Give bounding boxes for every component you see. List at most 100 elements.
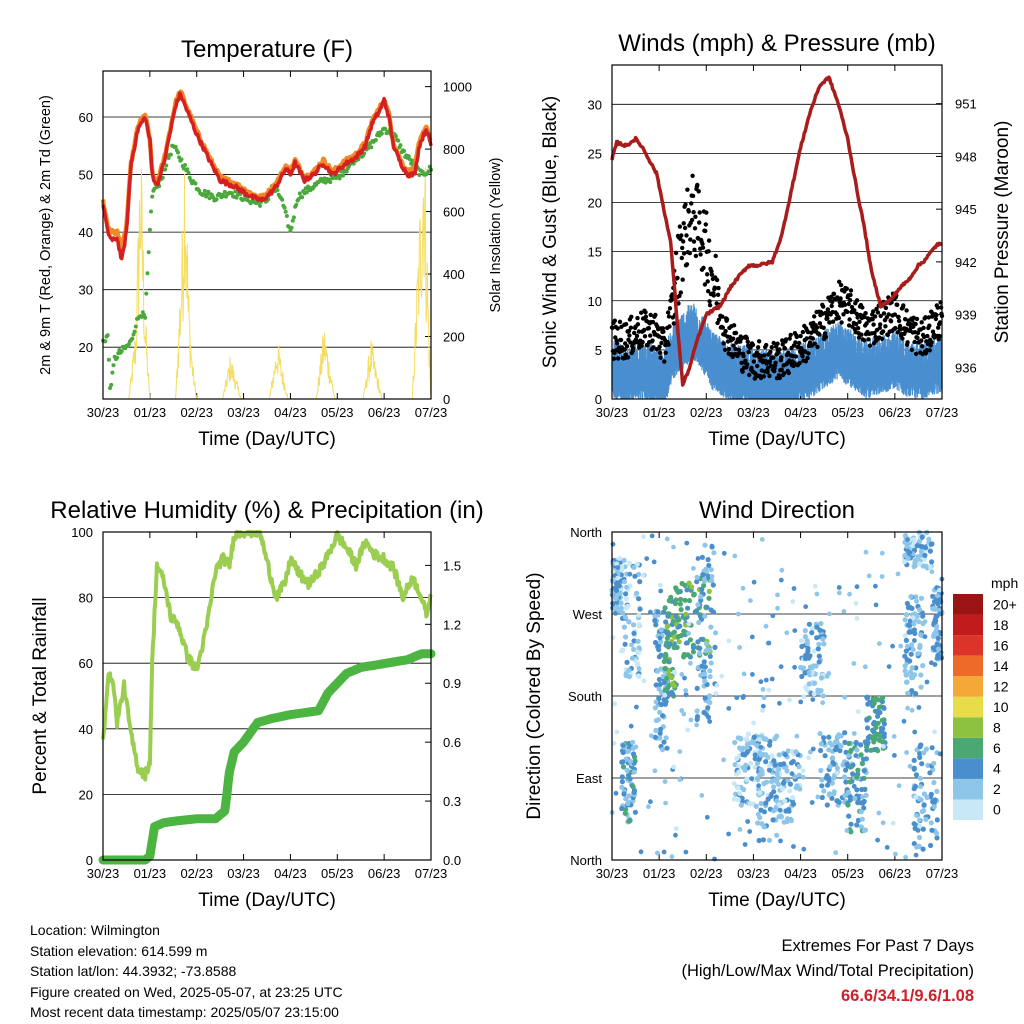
direction-point xyxy=(916,607,923,613)
dewpoint-point xyxy=(168,152,173,157)
dewpoint-point xyxy=(398,143,403,148)
gust-point xyxy=(836,315,841,321)
gust-point xyxy=(632,330,637,336)
direction-point xyxy=(686,580,692,586)
direction-point xyxy=(815,794,821,800)
gust-point xyxy=(706,238,712,243)
direction-point xyxy=(756,783,761,788)
direction-point xyxy=(721,550,727,556)
gust-point xyxy=(631,346,636,351)
latlon-text: Station lat/lon: 44.3932; -73.8588 xyxy=(30,963,237,979)
gust-point xyxy=(767,373,772,379)
humidity-xtick-label: 03/23 xyxy=(227,866,260,881)
gust-point xyxy=(723,328,728,334)
dewpoint-point xyxy=(186,170,191,175)
gust-point xyxy=(648,333,653,338)
direction-point xyxy=(758,800,764,807)
gust-point xyxy=(739,336,744,341)
gust-point xyxy=(747,372,752,378)
direction-point xyxy=(761,781,767,787)
direction-point xyxy=(917,823,922,829)
direction-point xyxy=(935,653,942,659)
direction-point xyxy=(708,607,714,613)
direction-point xyxy=(851,731,857,736)
direction-point xyxy=(656,647,662,653)
direction-point xyxy=(709,543,715,549)
humidity-xlabel: Time (Day/UTC) xyxy=(198,890,336,911)
gust-point xyxy=(663,350,668,355)
location-text: Location: Wilmington xyxy=(30,922,160,938)
gust-point xyxy=(673,250,679,256)
gust-point xyxy=(657,350,663,355)
gust-point xyxy=(854,298,860,303)
gust-point xyxy=(675,275,680,281)
gust-point xyxy=(839,320,844,325)
direction-point xyxy=(787,781,794,787)
direction-point xyxy=(913,794,919,800)
direction-point xyxy=(726,638,732,644)
direction-point xyxy=(903,612,910,618)
direction-point xyxy=(862,786,868,793)
gust-point xyxy=(658,355,663,360)
direction-point xyxy=(631,646,637,653)
direction-point xyxy=(629,642,634,648)
direction-title: Wind Direction xyxy=(699,497,855,524)
temperature-xtick-label: 02/23 xyxy=(180,405,213,420)
direction-point xyxy=(817,731,823,737)
direction-point xyxy=(732,739,738,746)
gust-point xyxy=(829,303,834,309)
direction-point xyxy=(691,591,697,597)
direction-point xyxy=(864,725,871,731)
direction-point xyxy=(703,566,709,572)
direction-point xyxy=(705,705,711,711)
gust-point xyxy=(746,349,751,355)
direction-point xyxy=(771,777,778,784)
direction-point xyxy=(913,594,919,600)
direction-point xyxy=(906,622,912,628)
gust-point xyxy=(812,341,817,346)
gust-point xyxy=(926,315,931,320)
direction-point xyxy=(879,550,885,556)
direction-point xyxy=(668,594,674,600)
humidity-plot-frame xyxy=(102,531,432,861)
direction-point xyxy=(853,753,859,758)
direction-point xyxy=(810,625,816,632)
gust-point xyxy=(782,346,788,351)
direction-point xyxy=(918,595,925,601)
direction-point xyxy=(683,849,689,855)
gust-point xyxy=(650,338,655,343)
direction-point xyxy=(848,821,854,827)
direction-point xyxy=(640,573,646,578)
direction-point xyxy=(862,664,868,670)
direction-point xyxy=(691,566,696,571)
gust-point xyxy=(919,338,924,343)
direction-point xyxy=(620,610,626,616)
gust-point xyxy=(841,312,846,317)
temp-2m-line xyxy=(101,91,433,261)
direction-point xyxy=(820,693,826,699)
direction-point xyxy=(750,672,755,677)
gust-point xyxy=(888,319,894,324)
direction-point xyxy=(752,756,758,762)
gust-point xyxy=(615,356,621,361)
gust-point xyxy=(898,327,903,332)
dewpoint-point xyxy=(202,188,207,193)
gust-point xyxy=(879,336,885,341)
direction-point xyxy=(826,792,832,798)
gust-point xyxy=(783,337,789,342)
direction-point xyxy=(860,794,865,800)
gust-point xyxy=(626,328,632,334)
direction-point xyxy=(929,745,935,751)
direction-point xyxy=(672,600,679,607)
direction-point xyxy=(815,646,821,652)
direction-point xyxy=(630,751,637,757)
gust-point xyxy=(731,336,736,341)
gust-point xyxy=(793,340,798,345)
direction-point xyxy=(792,628,798,633)
gust-point xyxy=(714,277,720,283)
humidity-ylabel-left: Percent & Total Rainfall xyxy=(30,597,51,794)
direction-point xyxy=(802,634,809,640)
direction-point xyxy=(772,762,778,768)
humidity-ytick-label: 20 xyxy=(79,787,93,802)
